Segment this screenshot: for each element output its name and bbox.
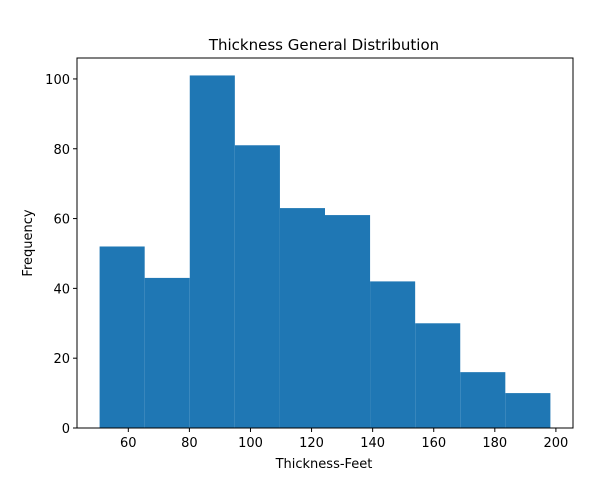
bars-group: [99, 75, 551, 429]
x-tick-label: 120: [299, 436, 324, 451]
histogram-bar: [99, 246, 145, 428]
histogram-bar: [189, 75, 235, 429]
plot-frame: [76, 57, 574, 429]
y-tick-label: 100: [45, 73, 70, 88]
x-tick-label: 200: [543, 436, 568, 451]
x-tick-label: 80: [181, 436, 198, 451]
histogram-bar: [279, 208, 325, 428]
x-axis-label: Thickness-Feet: [275, 457, 373, 472]
histogram-bar: [505, 393, 551, 428]
y-tick-label: 60: [53, 213, 70, 228]
histogram-bar: [144, 277, 190, 428]
y-tick-label: 80: [53, 143, 70, 158]
histogram-bar: [415, 323, 461, 428]
y-tick-label: 20: [53, 352, 70, 367]
chart-title: Thickness General Distribution: [208, 36, 439, 54]
x-tick-label: 140: [360, 436, 385, 451]
y-axis-ticks: 0 20 40 60 80 100: [45, 73, 77, 437]
x-tick-label: 160: [421, 436, 446, 451]
y-tick-label: 40: [53, 282, 70, 297]
y-tick-label: 0: [62, 422, 70, 437]
x-tick-label: 100: [238, 436, 263, 451]
x-axis-ticks: 60 80 100 120 140 160 180 200: [120, 428, 568, 451]
y-axis-label: Frequency: [21, 209, 36, 276]
histogram-bar: [460, 372, 506, 428]
x-tick-label: 180: [482, 436, 507, 451]
x-tick-label: 60: [120, 436, 137, 451]
histogram-bar: [325, 215, 371, 428]
histogram-bar: [370, 281, 416, 428]
histogram-bar: [234, 145, 280, 428]
